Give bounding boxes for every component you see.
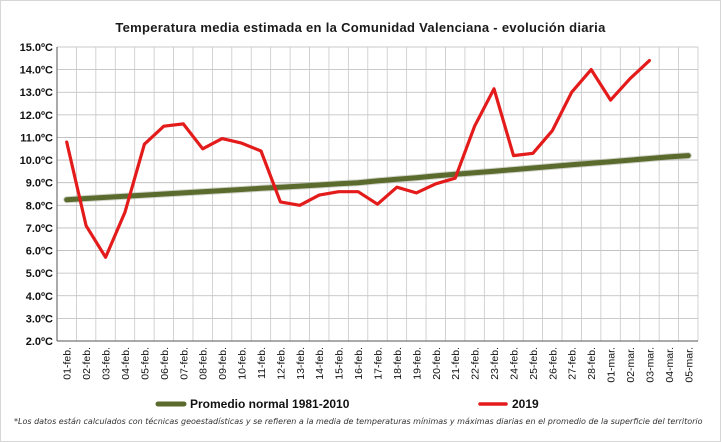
y-tick-label: 10.0ºC <box>20 155 53 167</box>
axes <box>56 47 698 342</box>
x-tick-label: 16-feb. <box>353 347 365 380</box>
y-tick-label: 12.0ºC <box>20 110 53 122</box>
x-tick-label: 10-feb. <box>237 347 249 380</box>
y-tick-label: 8.0ºC <box>26 200 53 212</box>
x-tick-label: 05-feb. <box>139 347 151 380</box>
legend-label-normal: Promedio normal 1981-2010 <box>190 397 350 411</box>
x-tick-label: 04-mar. <box>664 347 676 383</box>
y-tick-label: 4.0ºC <box>26 291 53 303</box>
x-tick-label: 23-feb. <box>489 347 501 380</box>
x-tick-label: 08-feb. <box>198 347 210 380</box>
x-tick-label: 03-mar. <box>644 347 656 383</box>
y-tick-label: 9.0ºC <box>26 178 53 190</box>
series-line-2019 <box>65 58 652 259</box>
x-tick-label: 20-feb. <box>431 347 443 380</box>
x-tick-label: 01-mar. <box>606 347 618 383</box>
x-tick-label: 25-feb. <box>528 347 540 380</box>
x-tick-label: 11-feb. <box>256 347 268 379</box>
x-tick-label: 03-feb. <box>101 347 113 380</box>
x-tick-label: 02-feb. <box>81 347 93 380</box>
y-tick-label: 13.0ºC <box>20 87 53 99</box>
y-tick-label: 2.0ºC <box>26 336 53 348</box>
x-tick-label: 22-feb. <box>470 347 482 380</box>
x-tick-label: 27-feb. <box>567 347 579 380</box>
x-tick-label: 05-mar. <box>683 347 695 383</box>
series-line-normal <box>64 153 691 203</box>
y-tick-label: 11.0ºC <box>20 132 53 144</box>
y-axis-tick-labels: 2.0ºC 3.0ºC 4.0ºC 5.0ºC 6.0ºC 7.0ºC 8.0ºC 9.0ºC… <box>20 42 53 348</box>
x-tick-label: 14-feb. <box>314 347 326 380</box>
footnote: *Los datos están calculados con técnicas… <box>14 417 703 426</box>
x-tick-label: 26-feb. <box>547 347 559 380</box>
series-lines <box>63 58 692 259</box>
x-axis-tick-labels: 01-feb. 02-feb. 03-feb. 04-feb. 05-feb. 06-fe… <box>62 347 696 383</box>
y-tick-label: 15.0ºC <box>20 42 53 54</box>
legend-label-2019: 2019 <box>512 397 539 411</box>
x-tick-label: 04-feb. <box>120 347 132 380</box>
x-tick-label: 12-feb. <box>275 347 287 380</box>
y-tick-label: 5.0ºC <box>26 268 53 280</box>
y-tick-label: 7.0ºC <box>26 223 53 235</box>
x-tick-label: 07-feb. <box>178 347 190 380</box>
y-tick-label: 6.0ºC <box>26 246 53 258</box>
x-tick-label: 28-feb. <box>586 347 598 380</box>
x-tick-label: 21-feb. <box>450 347 462 380</box>
x-tick-label: 02-mar. <box>625 347 637 383</box>
x-tick-label: 18-feb. <box>392 347 404 380</box>
x-tick-label: 15-feb. <box>334 347 346 380</box>
x-tick-label: 13-feb. <box>295 347 307 380</box>
x-tick-label: 01-feb. <box>62 347 74 380</box>
x-tick-label: 17-feb. <box>373 347 385 380</box>
x-tick-label: 06-feb. <box>159 347 171 380</box>
y-tick-label: 3.0ºC <box>26 313 53 325</box>
x-tick-label: 24-feb. <box>508 347 520 380</box>
chart-title: Temperatura media estimada en la Comunid… <box>115 20 606 35</box>
y-tick-label: 14.0ºC <box>20 65 53 77</box>
x-tick-label: 09-feb. <box>217 347 229 380</box>
x-tick-label: 19-feb. <box>411 347 423 380</box>
legend: Promedio normal 1981-2010 2019 <box>155 397 539 411</box>
